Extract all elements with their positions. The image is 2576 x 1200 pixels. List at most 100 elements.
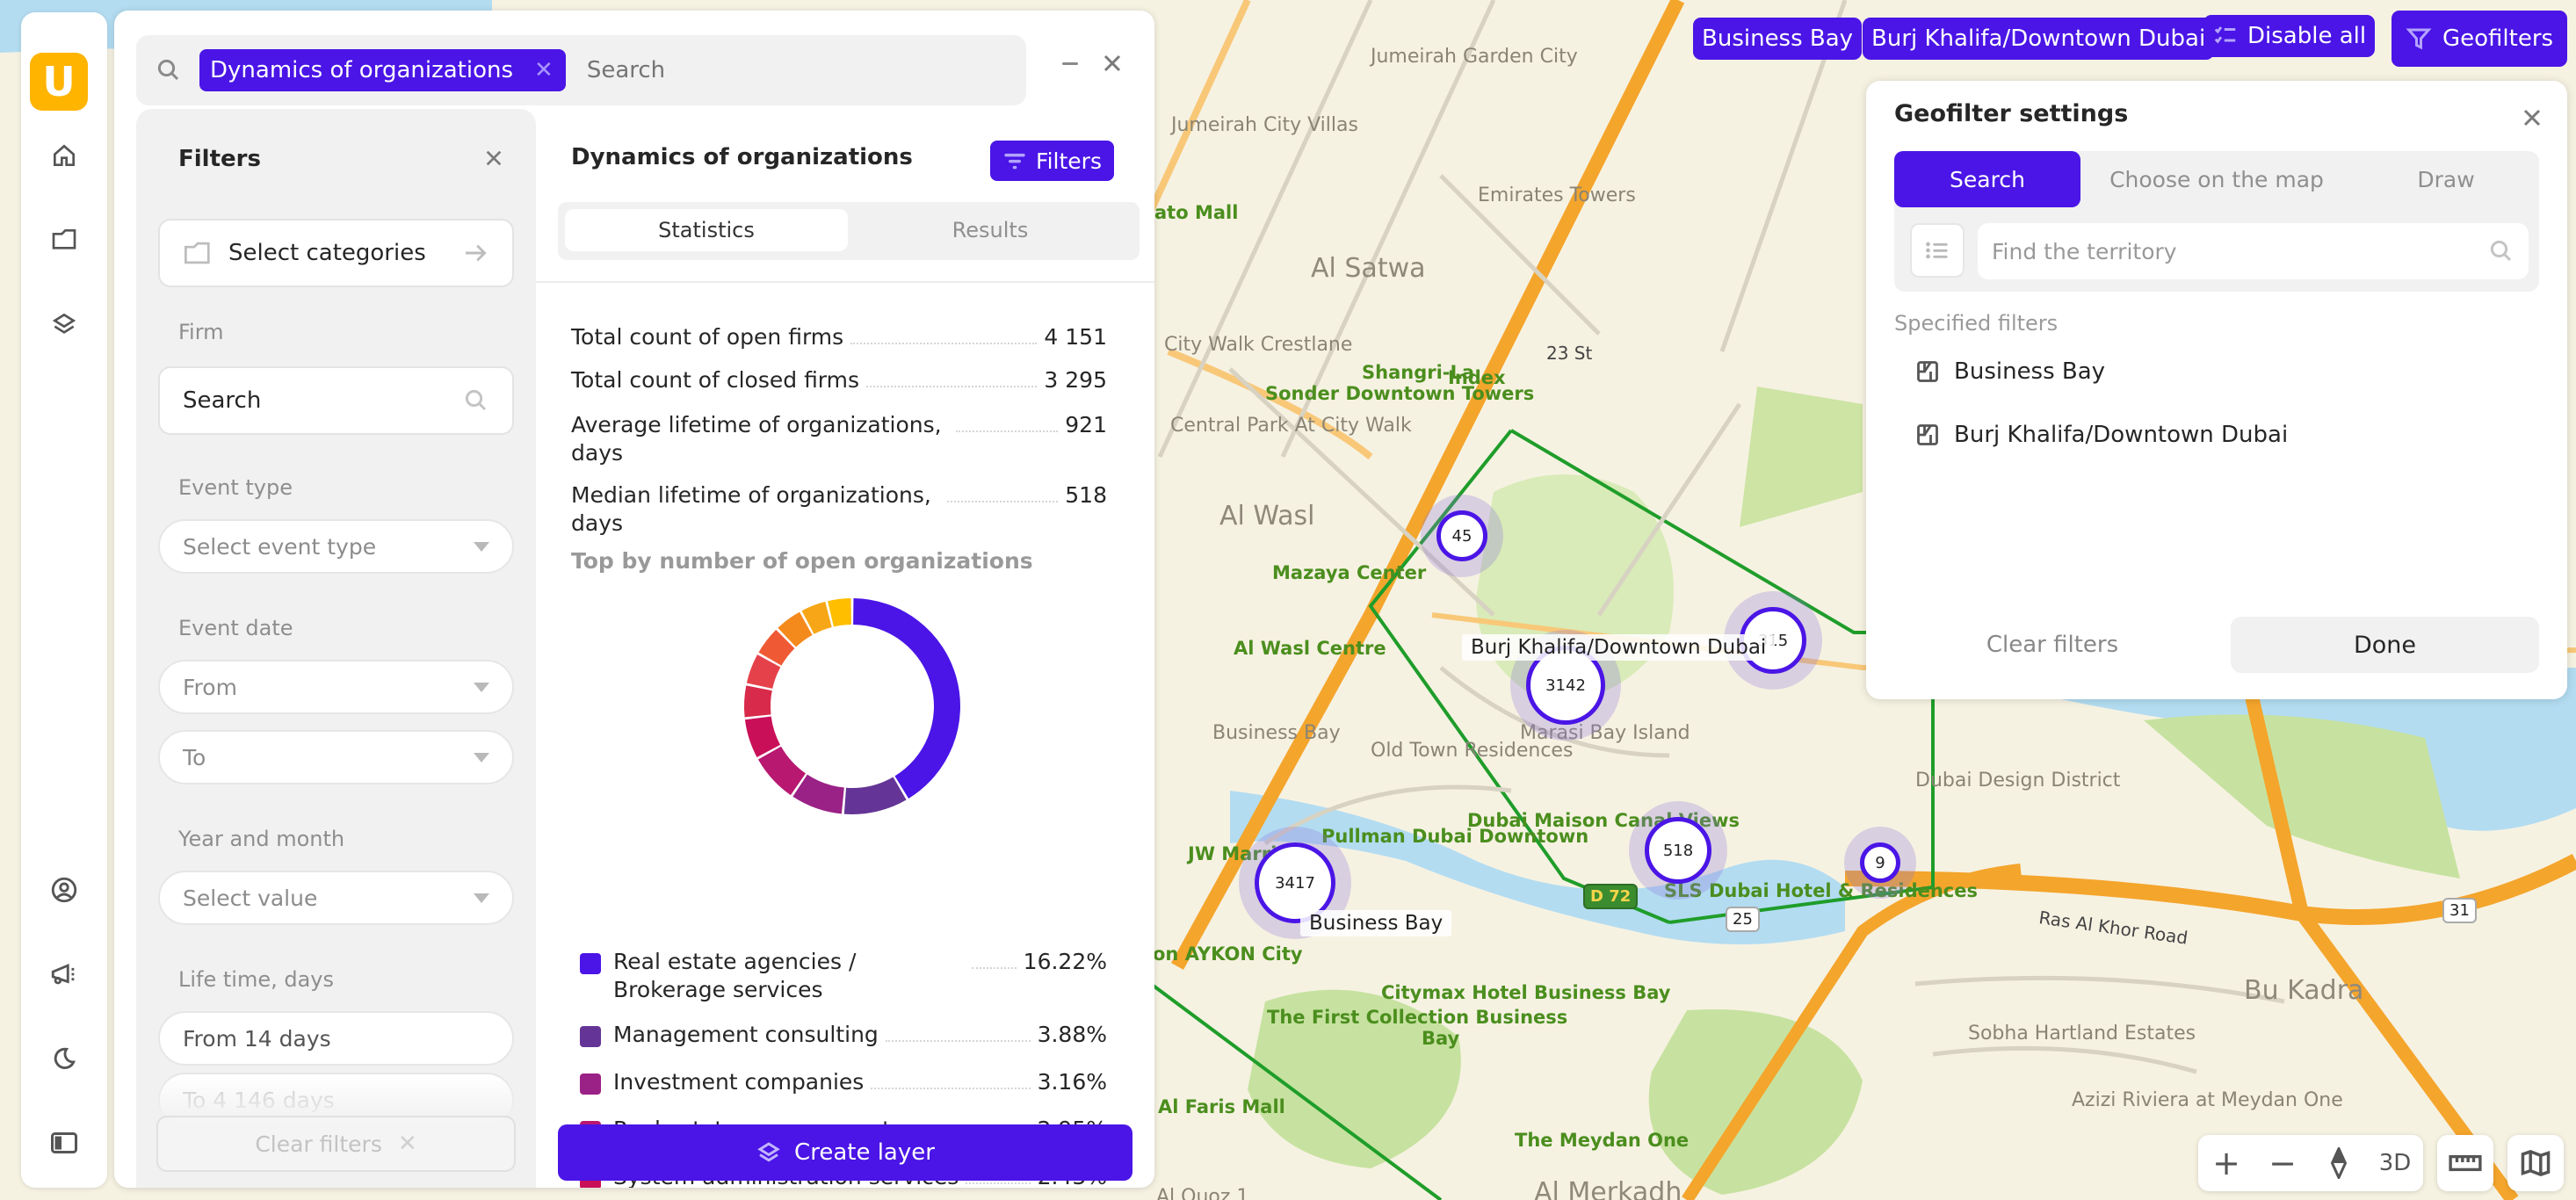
geofilter-chip-business-bay[interactable]: Business Bay [1693, 18, 1863, 60]
chip-remove-icon[interactable]: ✕ [534, 57, 554, 83]
rail-profile-button[interactable] [42, 868, 86, 912]
map-label: Old Town Residences [1371, 740, 1574, 762]
zoom-out-button[interactable]: − [2254, 1135, 2311, 1191]
geo-tab-label: Draw [2417, 166, 2475, 192]
tab-results-label: Results [952, 218, 1029, 242]
tab-results[interactable]: Results [848, 209, 1132, 251]
geofilter-close-button[interactable] [2514, 100, 2550, 135]
map-label: Sobha Hartland Estates [1968, 1023, 2196, 1045]
close-icon: ✕ [397, 1131, 417, 1157]
territory-search-input[interactable]: Find the territory [1978, 223, 2529, 279]
stat-row: Average lifetime of organizations, days 9… [571, 411, 1107, 467]
map-cluster[interactable]: 518 [1645, 817, 1711, 884]
disable-all-button[interactable]: Disable all [2203, 15, 2376, 57]
geo-clear-filters-button[interactable]: Clear filters [1894, 617, 2211, 673]
layers-icon [52, 313, 76, 334]
lifetime-from-input[interactable]: From 14 days [158, 1011, 514, 1066]
map-label: Dubai Design District [1915, 770, 2121, 792]
map-label: Shangri-La [1362, 362, 1475, 383]
event-date-from-select[interactable]: From [158, 660, 514, 714]
map-style-button[interactable] [2507, 1135, 2564, 1191]
donut-slice[interactable] [852, 598, 960, 799]
donut-slice[interactable] [757, 746, 807, 796]
territory-list-button[interactable] [1910, 223, 1965, 278]
donut-slice[interactable] [744, 685, 772, 718]
close-panel-button[interactable] [1095, 46, 1130, 81]
rail-news-button[interactable] [42, 952, 86, 996]
geo-tab-label: Choose on the map [2109, 166, 2324, 192]
app-logo[interactable]: U [30, 53, 88, 111]
rail-home-button[interactable] [42, 134, 86, 177]
sidebar-toggle-icon [51, 1132, 77, 1153]
tab-statistics-label: Statistics [658, 218, 755, 242]
donut-slice[interactable] [801, 601, 833, 634]
donut-slice[interactable] [828, 598, 852, 627]
rail-panel-toggle-button[interactable] [42, 1121, 86, 1165]
map-label: Al Merkadh [1534, 1177, 1682, 1200]
select-categories-button[interactable]: Select categories [158, 219, 514, 287]
compass-icon [2330, 1147, 2348, 1179]
statistics-panel: Dynamics of organizations Filters Statis… [536, 109, 1154, 1188]
filters-close-button[interactable] [478, 142, 510, 174]
geofilter-chip-burj-khalifa[interactable]: Burj Khalifa/Downtown Dubai [1863, 18, 2215, 60]
search-input[interactable] [586, 57, 938, 83]
search-icon [465, 389, 487, 411]
stat-label: Total count of open firms [571, 324, 844, 350]
donut-slice[interactable] [843, 777, 907, 814]
folder-icon [52, 229, 76, 249]
geofilters-button[interactable]: Geofilters [2391, 11, 2568, 67]
specified-filter-item[interactable]: Business Bay [1915, 358, 2105, 385]
3d-toggle-button[interactable]: 3D [2367, 1135, 2423, 1191]
event-date-to-select[interactable]: To [158, 730, 514, 784]
geo-clear-label: Clear filters [1986, 632, 2119, 658]
donut-slice[interactable] [746, 654, 781, 690]
firm-search-field[interactable]: Search [158, 366, 514, 435]
map-cluster[interactable]: 45 [1436, 510, 1487, 561]
map-cluster[interactable]: 3417 [1255, 842, 1335, 923]
clear-filters-button[interactable]: Clear filters ✕ [156, 1116, 516, 1172]
geo-tab-choose-on-map[interactable]: Choose on the map [2080, 151, 2353, 207]
rail-layers-button[interactable] [42, 302, 86, 346]
geo-tab-draw[interactable]: Draw [2353, 151, 2539, 207]
funnel-icon [2406, 28, 2432, 50]
chip-label: Geofilters [2442, 25, 2554, 52]
rail-theme-button[interactable] [42, 1037, 86, 1081]
geo-tab-search[interactable]: Search [1894, 151, 2080, 207]
stat-label: Total count of closed firms [571, 367, 860, 393]
active-layer-chip[interactable]: Dynamics of organizations ✕ [199, 49, 566, 91]
arrow-right-icon [466, 244, 487, 262]
legend-value: 16.22% [1023, 949, 1107, 974]
date-from-placeholder: From [183, 674, 237, 700]
map-label: Bay [1422, 1028, 1460, 1049]
clear-filters-label: Clear filters [255, 1131, 382, 1157]
geo-done-button[interactable]: Done [2231, 617, 2539, 673]
donut-slice[interactable] [778, 611, 813, 647]
donut-slice[interactable] [758, 629, 795, 666]
compass-button[interactable] [2311, 1135, 2367, 1191]
year-month-select[interactable]: Select value [158, 871, 514, 925]
chip-label: Burj Khalifa/Downtown Dubai [1871, 25, 2206, 52]
plus-icon: + [2212, 1144, 2240, 1182]
event-type-select[interactable]: Select event type [158, 519, 514, 574]
geofilter-tabs: Search Choose on the map Draw Find the t… [1894, 151, 2539, 292]
chevron-down-icon [474, 541, 489, 552]
legend-swatch [580, 953, 601, 974]
rail-projects-button[interactable] [42, 218, 86, 262]
map-label: on AYKON City [1153, 943, 1303, 965]
stat-label: Median lifetime of organizations, days [571, 482, 931, 536]
territory-search-placeholder: Find the territory [1992, 238, 2177, 264]
zoom-in-button[interactable]: + [2198, 1135, 2254, 1191]
filters-panel: Filters Select categories Firm Search Ev… [136, 109, 536, 1188]
minimize-button[interactable] [1053, 46, 1088, 81]
ruler-button[interactable] [2437, 1135, 2493, 1191]
specified-filter-item[interactable]: Burj Khalifa/Downtown Dubai [1915, 422, 2288, 448]
map-label: Al Wasl [1219, 501, 1315, 531]
tab-statistics[interactable]: Statistics [565, 209, 848, 251]
donut-slice[interactable] [792, 774, 845, 814]
left-rail: U [21, 12, 107, 1188]
map-cluster[interactable]: 9 [1860, 842, 1900, 883]
donut-slice[interactable] [744, 716, 781, 757]
filters-button[interactable]: Filters [990, 141, 1114, 181]
search-bar[interactable]: Dynamics of organizations ✕ [136, 35, 1026, 105]
create-layer-button[interactable]: Create layer [558, 1124, 1132, 1181]
